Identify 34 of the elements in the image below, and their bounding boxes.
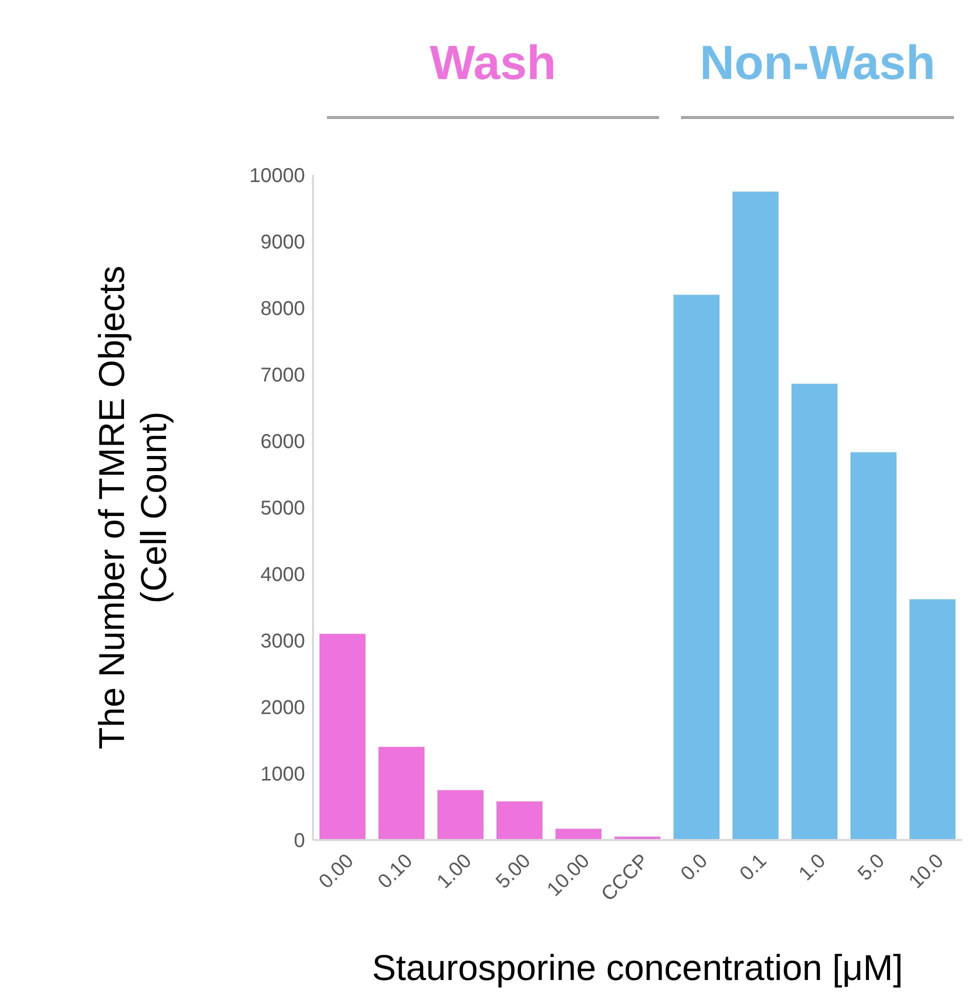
- y-tick-label: 1000: [260, 764, 305, 786]
- y-tick-label: 9000: [260, 232, 305, 254]
- bar: [555, 828, 602, 840]
- y-tick-label: 6000: [260, 431, 305, 454]
- bar: [319, 634, 366, 840]
- text: Wash: [428, 36, 558, 91]
- bar: [673, 294, 720, 840]
- text: Non-Wash: [698, 36, 936, 91]
- x-axis-title: Staurosporine concentration [μM]: [372, 947, 904, 988]
- y-tick-label: 5000: [260, 498, 305, 520]
- y-tick-label: 3000: [260, 630, 305, 653]
- x-tick-label: 0.10: [374, 850, 418, 894]
- y-tick-label: 8000: [260, 298, 305, 320]
- bar: [732, 192, 778, 840]
- bar: [437, 790, 484, 840]
- bar: [909, 599, 956, 840]
- x-tick-label: 5.0: [854, 850, 890, 886]
- x-tick-label: 1.0: [794, 850, 830, 886]
- y-tick-label: 4000: [260, 564, 305, 586]
- x-tick-label: 10.0: [904, 850, 948, 894]
- y-tick-label: 7000: [260, 364, 305, 387]
- y-tick-label: 2000: [260, 697, 305, 720]
- x-tick-label: 0.00: [314, 850, 358, 894]
- y-tick-label: 0: [294, 830, 305, 852]
- bar: [496, 801, 542, 840]
- bar: [850, 452, 896, 840]
- y-axis-title: The Number of TMRE Objects (Cell Count): [91, 266, 174, 750]
- x-tick-label: 0.1: [736, 850, 772, 886]
- x-tick-label: 1.00: [432, 850, 476, 894]
- y-tick-label: 10000: [249, 165, 305, 188]
- bar: [791, 384, 838, 840]
- x-tick-label: 5.00: [492, 850, 536, 894]
- x-tick-label: 0.0: [676, 850, 712, 886]
- bar: [378, 746, 424, 840]
